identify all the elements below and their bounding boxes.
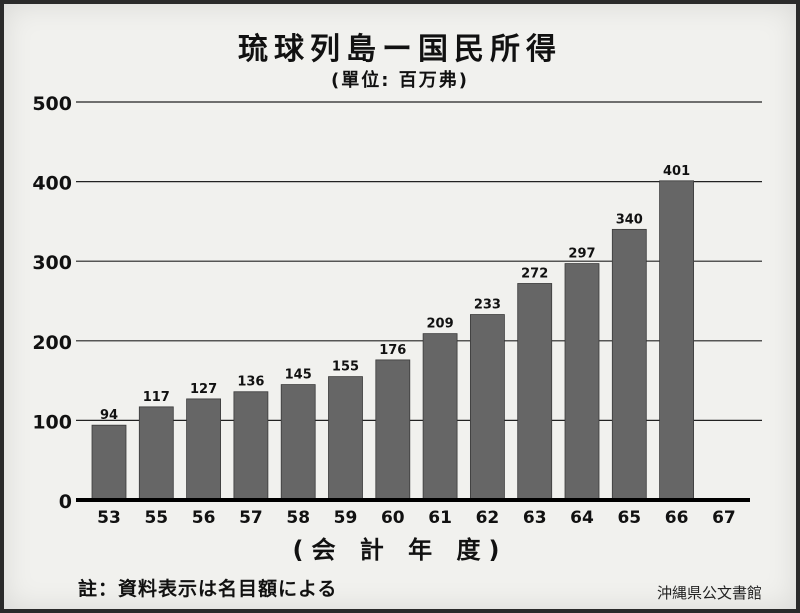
x-tick-label: 66 [665,508,689,528]
x-tick-label: 55 [144,508,168,528]
value-label: 401 [663,164,690,179]
x-tick-label: 65 [617,508,641,528]
bar [91,424,127,501]
x-tick-label: 63 [523,508,547,528]
value-labels: 94 117 127 136 145 155 176 209 233 272 297 340 401 [100,164,690,423]
bar [611,228,647,501]
bar [517,283,553,501]
grid-lines [76,101,762,421]
value-label: 145 [285,368,312,383]
x-tick-label: 56 [192,508,216,528]
x-tick-label: 62 [476,508,500,528]
chart-subtitle: (單位: 百万弗) [331,70,469,91]
value-label: 136 [237,375,264,390]
archive-credit: 沖縄県公文書館 [656,584,762,602]
y-axis-ticks: 0 100 200 300 400 500 [32,93,72,513]
chart-title: 琉球列島ー国民所得 [238,32,562,67]
bars [91,180,694,501]
x-tick-label: 58 [286,508,310,528]
x-tick-label: 61 [428,508,452,528]
y-tick-label: 200 [32,332,72,354]
value-label: 127 [190,382,217,397]
bar [233,391,269,501]
bar [422,333,458,501]
y-tick-label: 400 [32,173,72,195]
bar [186,398,222,501]
x-axis-label: (会 計 年 度) [292,536,508,564]
bar [375,359,411,501]
bar [564,263,600,501]
value-label: 340 [616,212,643,227]
value-label: 272 [521,266,548,281]
value-label: 233 [474,298,501,313]
value-label: 94 [100,408,118,423]
x-tick-label: 53 [97,508,121,528]
value-label: 155 [332,360,359,375]
value-label: 297 [568,247,595,262]
x-tick-label: 67 [712,508,736,528]
x-tick-label: 57 [239,508,263,528]
y-tick-label: 100 [32,411,72,433]
bar [328,376,363,501]
x-tick-label: 60 [381,508,405,528]
bar [138,406,174,501]
x-tick-label: 59 [334,508,358,528]
bar [659,180,694,501]
value-label: 117 [143,390,170,405]
bar [280,384,316,501]
y-tick-label: 500 [32,93,72,115]
x-tick-label: 64 [570,508,594,528]
bar [469,314,505,501]
y-tick-label: 300 [32,252,72,274]
value-label: 176 [379,343,406,358]
footnote: 註：資料表示は名目額による [78,578,338,600]
x-axis-ticks: 53 55 56 57 58 59 60 61 62 63 64 65 66 67 [97,508,736,528]
value-label: 209 [427,317,454,332]
y-tick-label: 0 [59,491,72,513]
